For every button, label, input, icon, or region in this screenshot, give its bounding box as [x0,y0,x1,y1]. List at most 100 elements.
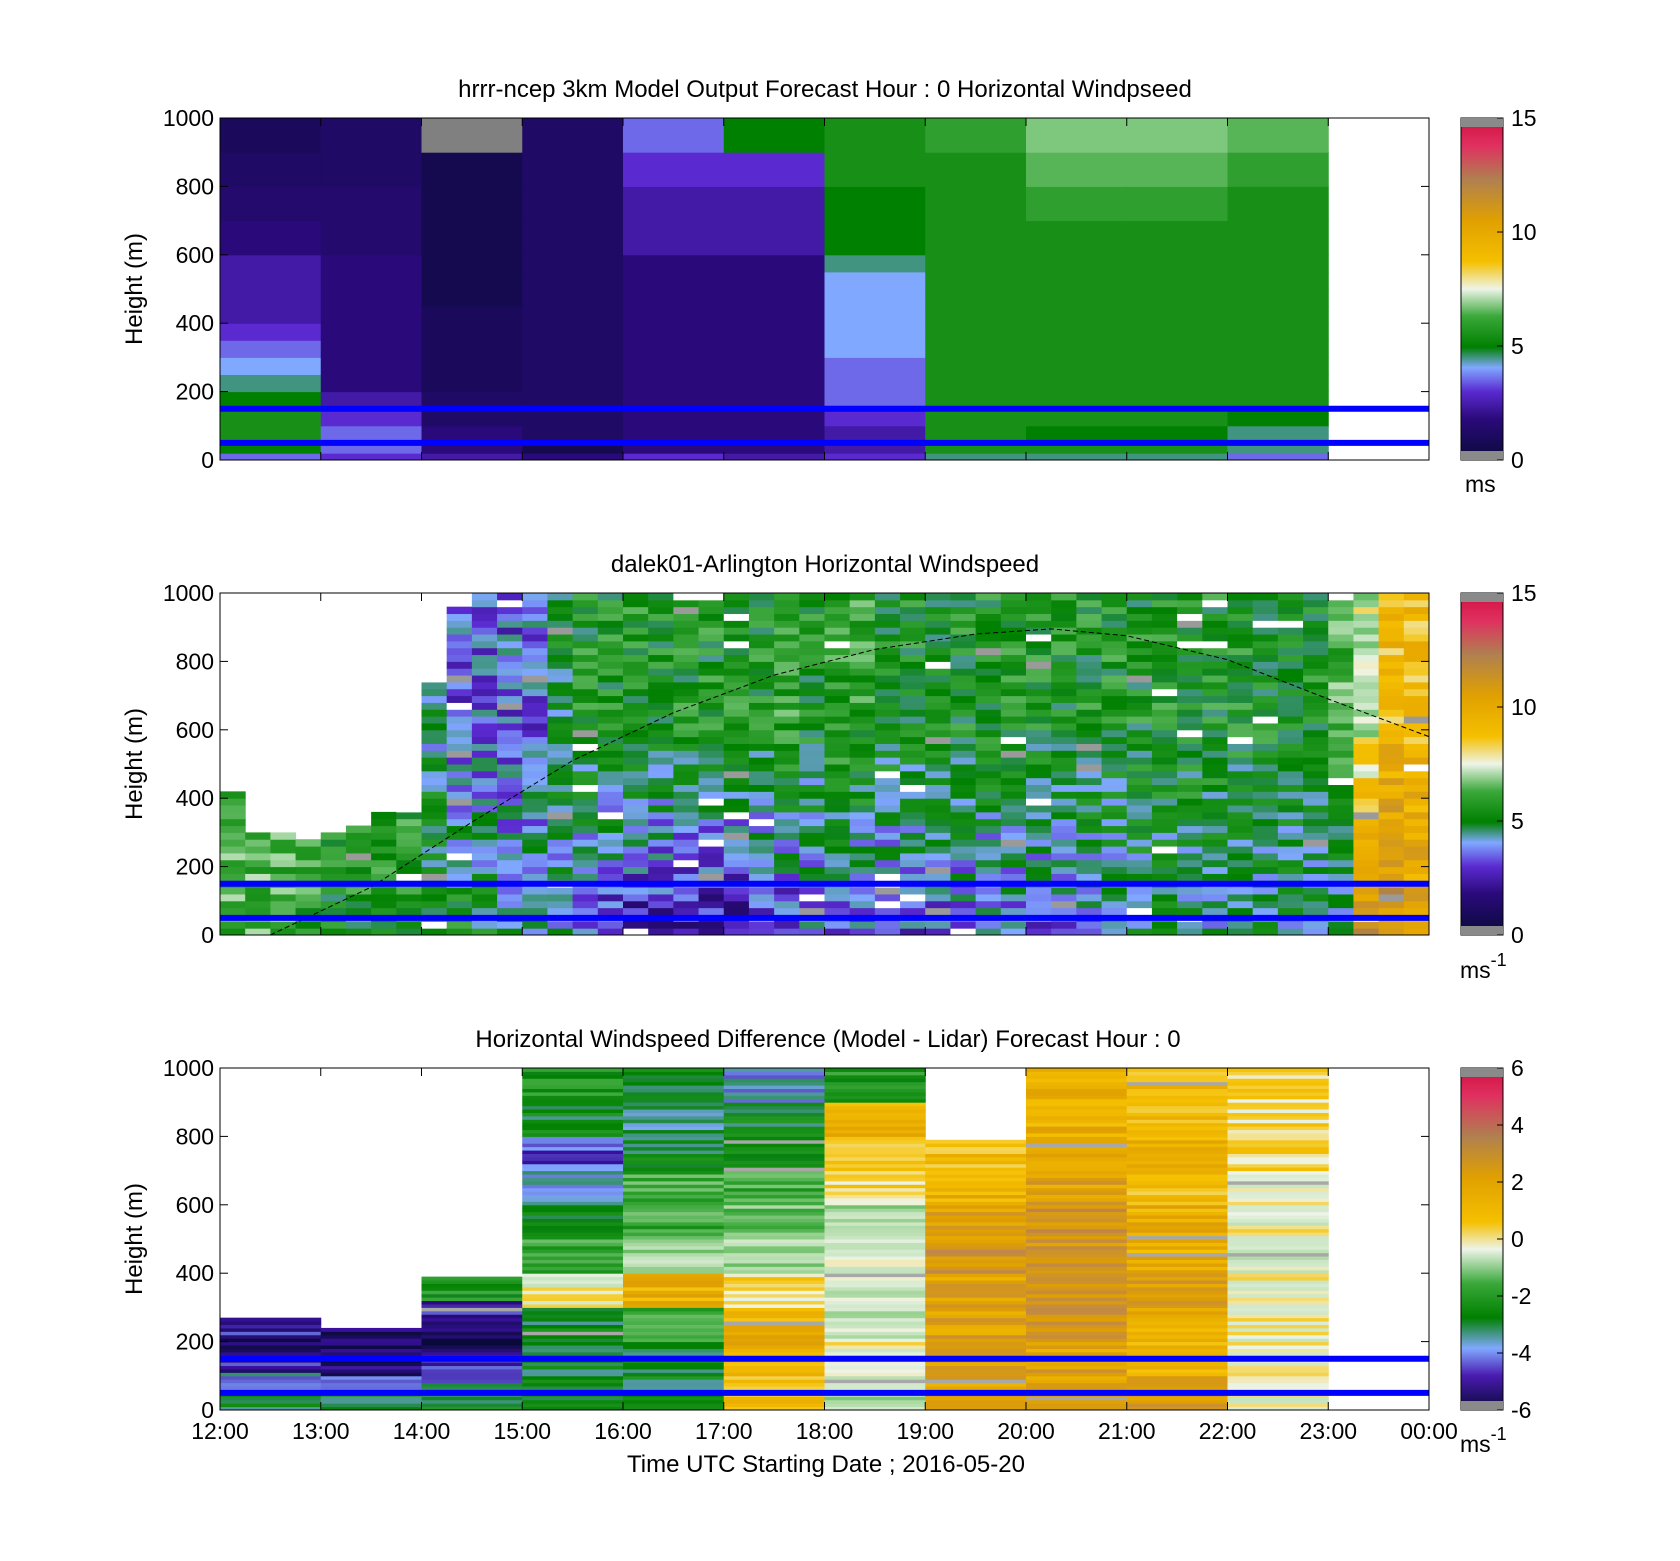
heatmap-cell [446,634,473,642]
heatmap-cell [824,1068,926,1072]
heatmap-cell [597,702,624,710]
heatmap-cell [623,1399,725,1404]
heatmap-cell [1277,928,1304,935]
heatmap-cell [1026,323,1128,341]
heatmap-cell [1026,1321,1128,1325]
heatmap-cell [1227,1197,1329,1202]
heatmap-cell [673,709,700,717]
heatmap-cell [421,873,448,881]
heatmap-cell [572,681,599,690]
heatmap-cell [522,722,548,731]
heatmap-cell [723,1119,825,1124]
heatmap-cell [723,391,825,410]
heatmap-cell [1151,846,1178,854]
heatmap-cell [421,777,448,786]
heatmap-cell [1277,791,1304,799]
heatmap-cell [1403,859,1429,868]
heatmap-cell [799,852,825,861]
heatmap-cell [522,1375,624,1380]
heatmap-cell [1227,1245,1329,1250]
heatmap-cell [1378,606,1405,615]
heatmap-cell [698,873,725,881]
heatmap-cell [698,852,725,861]
heatmap-cell [1177,805,1203,813]
heatmap-cell [1026,647,1052,656]
heatmap-cell [925,1266,1027,1271]
heatmap-cell [623,1256,725,1261]
heatmap-cell [1026,839,1052,847]
heatmap-cell [497,722,523,731]
heatmap-cell [1227,357,1329,375]
heatmap-cell [925,873,951,881]
heatmap-cell [723,1132,825,1137]
heatmap-cell [1227,1177,1329,1182]
heatmap-cell [1403,770,1429,779]
heatmap-cell [421,289,523,307]
heatmap-cell [975,839,1002,847]
heatmap-cell [522,825,548,833]
heatmap-cell [824,839,851,847]
heatmap-cell [1126,118,1228,153]
heatmap-cell [522,1204,624,1209]
heatmap-cell [748,893,775,902]
heatmap-cell [522,770,548,779]
panel-lidar-ylabel: Height (m) [121,708,148,820]
heatmap-cell [1277,606,1304,615]
heatmap-cell [1202,873,1228,881]
heatmap-cell [1076,921,1103,929]
heatmap-cell [1227,1280,1329,1284]
heatmap-cell [1177,859,1203,868]
heatmap-cell [1202,716,1228,724]
heatmap-cell [497,852,523,861]
heatmap-cell [547,825,574,833]
heatmap-cell [1126,866,1153,874]
heatmap-cell [1227,1365,1329,1370]
heatmap-cell [1026,1153,1128,1158]
heatmap-cell [673,852,700,861]
heatmap-cell [975,736,1002,744]
heatmap-cell [1126,1310,1228,1315]
heatmap-cell [1277,839,1304,847]
heatmap-cell [698,661,725,669]
heatmap-cell [623,1074,725,1079]
heatmap-cell [421,784,448,792]
heatmap-cell [1026,1290,1128,1295]
heatmap-cell [446,839,473,847]
heatmap-cell [471,777,498,786]
heatmap-cell [925,893,951,902]
heatmap-cell [471,736,498,744]
heatmap-cell [1151,593,1178,601]
heatmap-cell [1303,634,1329,642]
heatmap-cell [1202,681,1228,690]
heatmap-cell [849,716,876,724]
heatmap-cell [1227,1115,1329,1120]
heatmap-cell [623,1204,725,1209]
heatmap-cell [1227,593,1254,601]
heatmap-cell [446,750,473,758]
heatmap-cell [950,736,977,744]
heatmap-cell [220,1341,322,1346]
heatmap-cell [824,1375,926,1380]
heatmap-cell [1303,839,1329,847]
heatmap-cell [320,873,347,881]
heatmap-cell [270,873,297,881]
heatmap-cell [1000,729,1027,738]
heatmap-cell [1126,702,1153,710]
heatmap-cell [1051,859,1077,868]
heatmap-cell [698,750,725,758]
heatmap-cell [1126,634,1153,642]
heatmap-cell [1126,1187,1228,1192]
heatmap-cell [1026,1126,1128,1131]
heatmap-cell [1202,661,1228,669]
heatmap-cell [824,1334,926,1339]
heatmap-cell [698,606,725,615]
heatmap-cell [900,668,926,676]
heatmap-cell [1101,661,1128,669]
heatmap-cell [1252,729,1279,738]
heatmap-cell [623,1160,725,1165]
heatmap-cell [925,1406,1027,1410]
heatmap-cell [824,647,851,656]
heatmap-cell [1126,1345,1228,1349]
heatmap-cell [1277,832,1304,840]
heatmap-cell [698,620,725,628]
